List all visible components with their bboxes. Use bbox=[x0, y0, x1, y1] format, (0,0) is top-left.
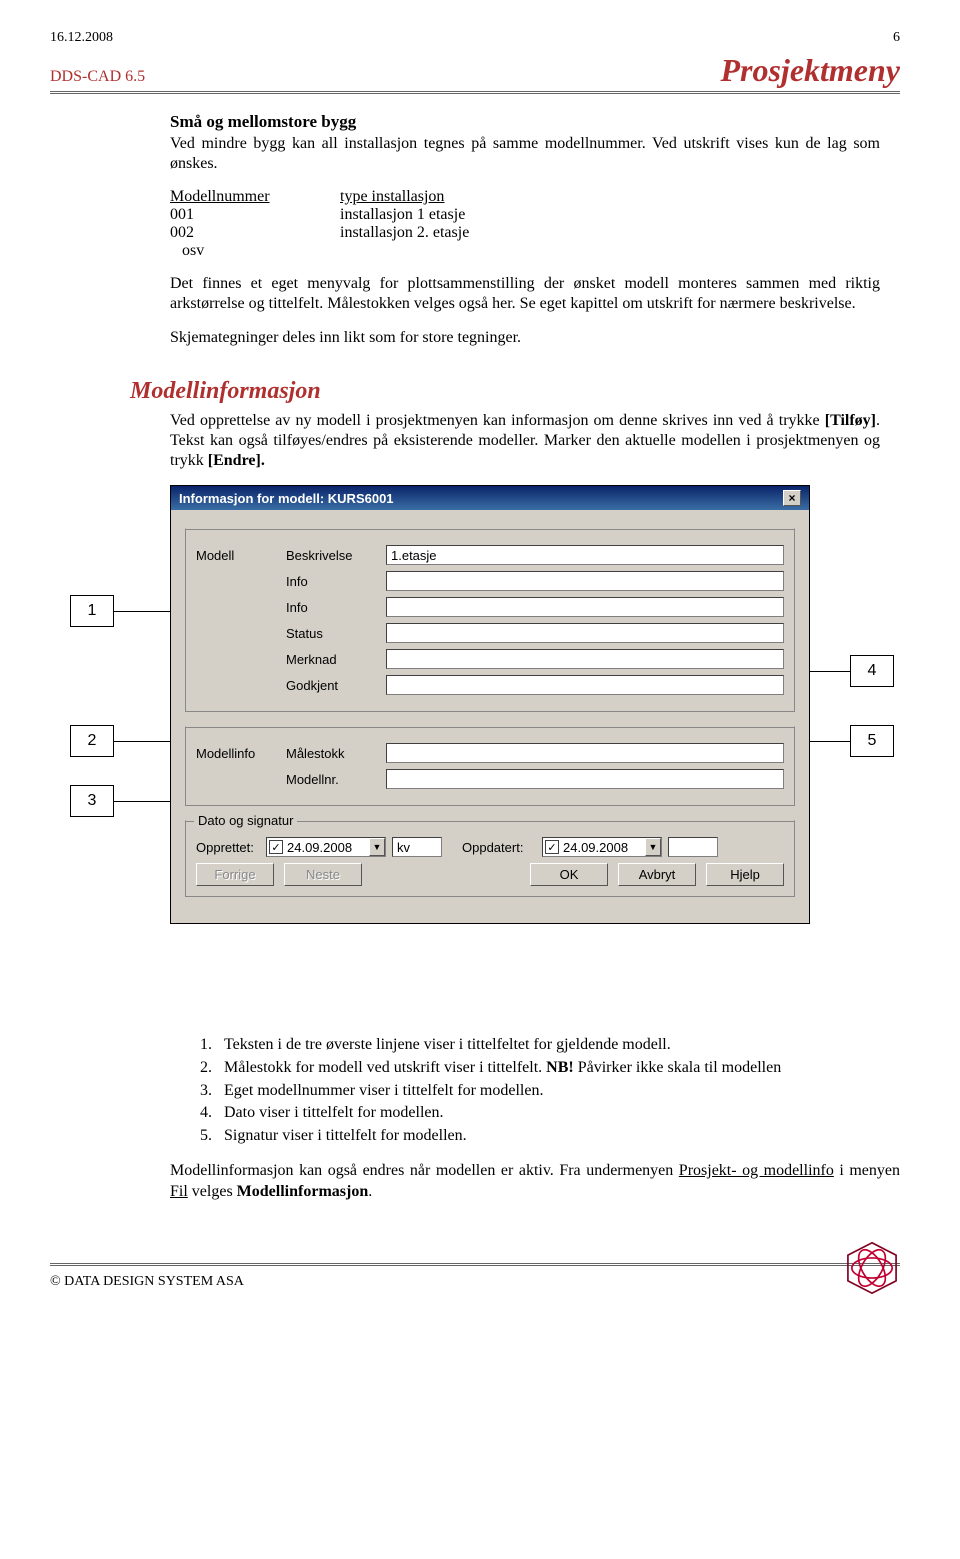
section1-para3: Skjemategninger deles inn likt som for s… bbox=[170, 328, 880, 348]
input-godkjent[interactable] bbox=[386, 675, 784, 695]
label-malestokk: Målestokk bbox=[286, 746, 386, 761]
input-opprettet-sig[interactable] bbox=[392, 837, 442, 857]
section1-para1: Ved mindre bygg kan all installasjon teg… bbox=[170, 134, 880, 174]
input-malestokk[interactable] bbox=[386, 743, 784, 763]
label-modellinfo: Modellinfo bbox=[196, 746, 286, 761]
avbryt-button[interactable]: Avbryt bbox=[618, 863, 696, 886]
group-modell: Modell Beskrivelse Info Info Status bbox=[185, 528, 795, 712]
list-item: Eget modellnummer viser i tittelfelt for… bbox=[224, 1081, 543, 1102]
section1-para2: Det finnes et eget menyvalg for plottsam… bbox=[170, 274, 880, 314]
date-oppdatert-value: 24.09.2008 bbox=[563, 840, 628, 855]
section1-heading: Små og mellomstore bygg bbox=[170, 112, 880, 132]
label-opprettet: Opprettet: bbox=[196, 840, 266, 855]
header-date: 16.12.2008 bbox=[50, 30, 113, 46]
group-dato-signatur: Dato og signatur Opprettet: ✓ 24.09.2008… bbox=[185, 820, 795, 897]
forrige-button[interactable]: Forrige bbox=[196, 863, 274, 886]
label-modell: Modell bbox=[196, 548, 286, 563]
dialog-window: Informasjon for modell: KURS6001 × Model… bbox=[170, 485, 810, 924]
footer-text: © DATA DESIGN SYSTEM ASA bbox=[50, 1274, 244, 1290]
section2-para: Ved opprettelse av ny modell i prosjektm… bbox=[170, 411, 880, 471]
label-godkjent: Godkjent bbox=[286, 678, 386, 693]
label-modellnr: Modellnr. bbox=[286, 772, 386, 787]
table-cell: 001 bbox=[170, 206, 340, 224]
list-item: Teksten i de tre øverste linjene viser i… bbox=[224, 1035, 671, 1056]
callout-5: 5 bbox=[850, 725, 894, 757]
table-cell: installasjon 2. etasje bbox=[340, 224, 469, 242]
label-beskrivelse: Beskrivelse bbox=[286, 548, 386, 563]
table-cell: installasjon 1 etasje bbox=[340, 206, 465, 224]
close-button[interactable]: × bbox=[783, 490, 801, 506]
header-page: 6 bbox=[893, 30, 900, 46]
callout-3: 3 bbox=[70, 785, 114, 817]
callout-4: 4 bbox=[850, 655, 894, 687]
label-oppdatert: Oppdatert: bbox=[462, 840, 542, 855]
table-cell: osv bbox=[170, 242, 340, 260]
legend-dato: Dato og signatur bbox=[194, 813, 297, 828]
input-info2[interactable] bbox=[386, 597, 784, 617]
date-oppdatert[interactable]: ✓ 24.09.2008 ▼ bbox=[542, 837, 662, 857]
hjelp-button[interactable]: Hjelp bbox=[706, 863, 784, 886]
date-opprettet[interactable]: ✓ 24.09.2008 ▼ bbox=[266, 837, 386, 857]
input-modellnr[interactable] bbox=[386, 769, 784, 789]
callout-2: 2 bbox=[70, 725, 114, 757]
page-title: Prosjektmeny bbox=[720, 52, 900, 89]
date-opprettet-value: 24.09.2008 bbox=[287, 840, 352, 855]
chevron-down-icon[interactable]: ▼ bbox=[645, 838, 661, 856]
dialog-title: Informasjon for modell: KURS6001 bbox=[179, 491, 394, 506]
table-cell: 002 bbox=[170, 224, 340, 242]
input-info1[interactable] bbox=[386, 571, 784, 591]
closing-paragraph: Modellinformasjon kan også endres når mo… bbox=[170, 1161, 900, 1203]
input-merknad[interactable] bbox=[386, 649, 784, 669]
label-info1: Info bbox=[286, 574, 386, 589]
product-name: DDS-CAD 6.5 bbox=[50, 68, 145, 86]
input-beskrivelse[interactable] bbox=[386, 545, 784, 565]
group-modellinfo: Modellinfo Målestokk Modellnr. bbox=[185, 726, 795, 806]
neste-button[interactable]: Neste bbox=[284, 863, 362, 886]
label-merknad: Merknad bbox=[286, 652, 386, 667]
label-status: Status bbox=[286, 626, 386, 641]
callout-1: 1 bbox=[70, 595, 114, 627]
label-info2: Info bbox=[286, 600, 386, 615]
list-item: Dato viser i tittelfelt for modellen. bbox=[224, 1103, 444, 1124]
input-oppdatert-sig[interactable] bbox=[668, 837, 718, 857]
list-item: Signatur viser i tittelfelt for modellen… bbox=[224, 1126, 467, 1147]
ok-button[interactable]: OK bbox=[530, 863, 608, 886]
chevron-down-icon[interactable]: ▼ bbox=[369, 838, 385, 856]
list-item: Målestokk for modell ved utskrift viser … bbox=[224, 1058, 781, 1079]
section2-heading: Modellinformasjon bbox=[130, 378, 900, 405]
table-head-1: Modellnummer bbox=[170, 188, 340, 206]
numbered-list: 1.Teksten i de tre øverste linjene viser… bbox=[200, 1035, 900, 1147]
logo-icon bbox=[844, 1240, 900, 1296]
input-status[interactable] bbox=[386, 623, 784, 643]
model-table: Modellnummer type installasjon 001instal… bbox=[170, 188, 880, 260]
table-head-2: type installasjon bbox=[340, 188, 444, 206]
